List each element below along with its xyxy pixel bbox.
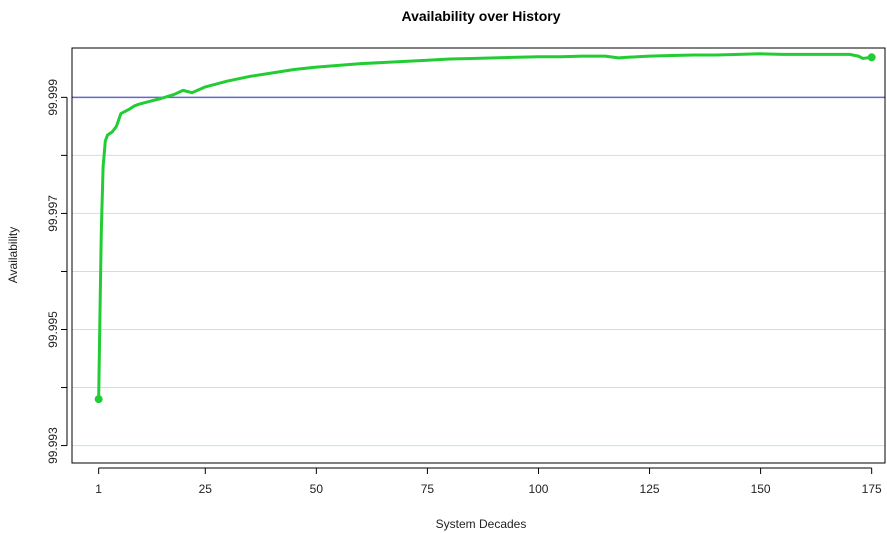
y-axis: 99.993 99.995 99.997 99.999 (46, 79, 68, 464)
x-tick-label-5: 125 (640, 482, 660, 496)
x-axis-label: System Decades (436, 517, 527, 531)
plot-frame (71, 47, 886, 464)
x-tick-label-3: 75 (421, 482, 435, 496)
x-tick-label-0: 1 (95, 482, 102, 496)
x-tick-label-4: 100 (528, 482, 548, 496)
series-layer (94, 52, 876, 404)
series-start-point (94, 395, 103, 404)
y-tick-label-6: 99.999 (46, 79, 60, 116)
y-axis-label: Availability (6, 227, 20, 283)
y-tick-label-0: 99.993 (46, 427, 60, 464)
series-line-0 (97, 52, 874, 401)
gridlines (72, 96, 885, 447)
y-tick-label-4: 99.997 (46, 195, 60, 232)
x-tick-label-2: 50 (310, 482, 324, 496)
y-tick-label-2: 99.995 (46, 311, 60, 348)
x-tick-label-1: 25 (199, 482, 213, 496)
x-tick-label-7: 175 (862, 482, 882, 496)
series-end-point (867, 53, 876, 62)
chart-title: Availability over History (402, 8, 561, 24)
x-tick-label-6: 150 (751, 482, 771, 496)
x-axis: 1 25 50 75 100 125 150 175 (95, 467, 882, 496)
